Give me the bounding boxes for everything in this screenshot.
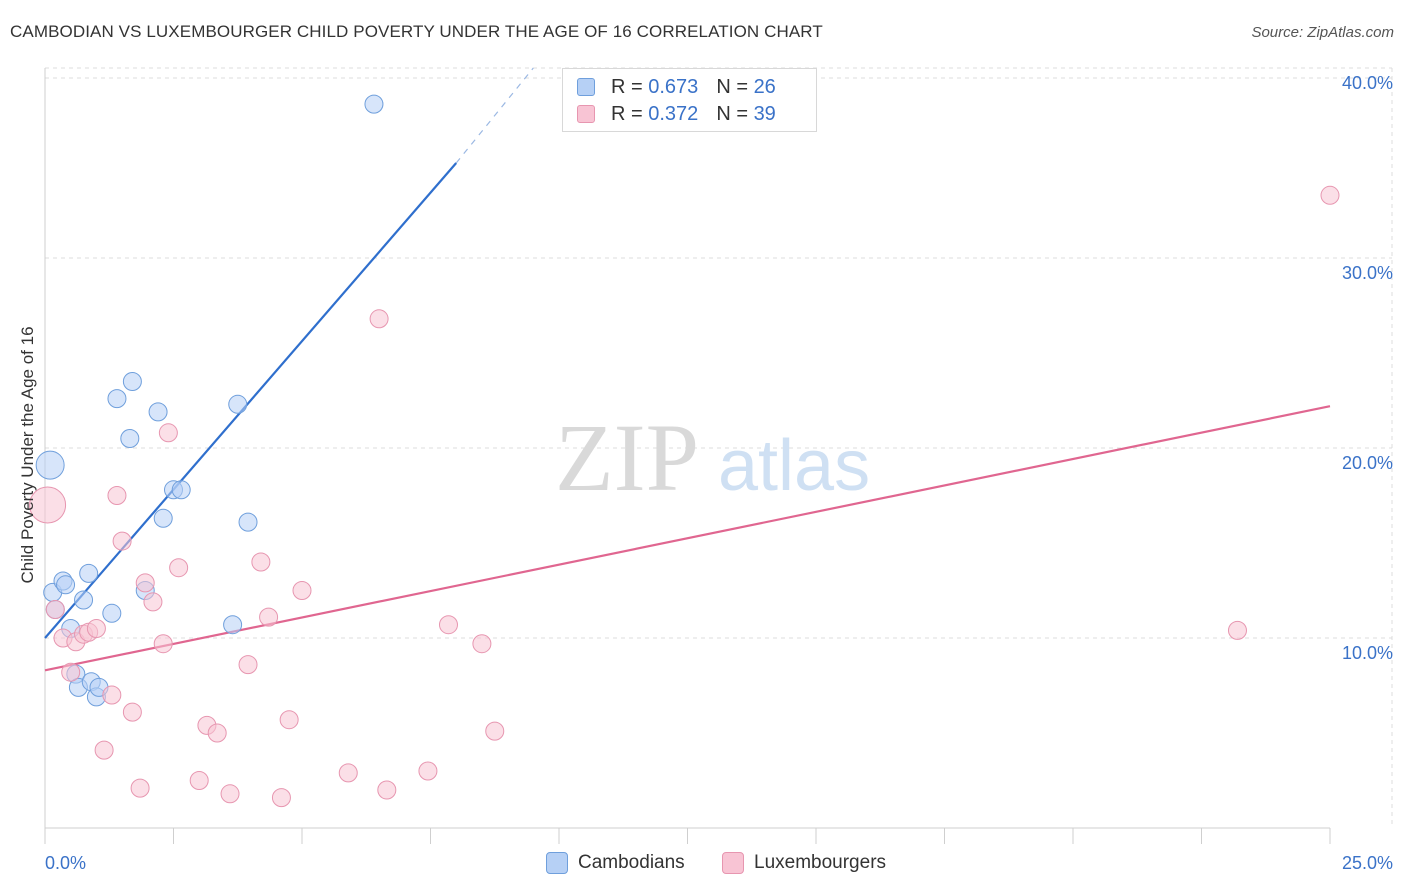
x-tick-label-min: 0.0% bbox=[45, 853, 86, 873]
r-value: 0.673 bbox=[648, 75, 699, 98]
r-value: 0.372 bbox=[648, 102, 699, 125]
cambodian-point bbox=[122, 372, 142, 391]
r-label: R = bbox=[611, 102, 643, 125]
luxembourger-point bbox=[485, 721, 505, 741]
n-value: 39 bbox=[753, 102, 776, 125]
cambodian-point bbox=[102, 603, 122, 623]
watermark-atlas: atlas bbox=[718, 426, 870, 506]
n-label: N = bbox=[716, 102, 748, 125]
legend-item-luxembourgers[interactable]: Luxembourgers bbox=[722, 852, 886, 874]
luxembourger-point bbox=[29, 486, 67, 524]
luxembourger-point bbox=[130, 778, 150, 798]
luxembourger-point bbox=[102, 685, 122, 705]
cambodian-point bbox=[120, 429, 140, 448]
x-tick-label-max: 25.0% bbox=[1342, 853, 1393, 873]
luxembourger-point bbox=[472, 634, 492, 654]
trend-lines bbox=[44, 67, 1331, 672]
luxembourgers-legend-swatch bbox=[722, 852, 744, 874]
luxembourger-point bbox=[251, 552, 271, 572]
cambodian-point bbox=[223, 615, 243, 635]
luxembourger-point bbox=[45, 600, 65, 619]
n-value: 26 bbox=[753, 75, 776, 98]
luxembourger-point bbox=[338, 763, 358, 783]
zipatlas-watermark: ZIP atlas bbox=[555, 404, 870, 511]
y-tick-label: 40.0% bbox=[1342, 73, 1393, 93]
axes bbox=[44, 68, 1331, 844]
cambodian-point bbox=[79, 563, 99, 583]
cambodians-swatch bbox=[577, 78, 595, 96]
luxembourger-point bbox=[369, 309, 389, 329]
luxembourger-point bbox=[135, 573, 155, 593]
luxembourgers-swatch bbox=[577, 105, 595, 123]
luxembourger-point bbox=[207, 723, 227, 743]
luxembourger-point bbox=[292, 581, 312, 600]
cambodian-point bbox=[171, 480, 191, 500]
luxembourger-point bbox=[418, 761, 438, 781]
stats-legend-row-cambodians: R = 0.673 N = 26 bbox=[577, 74, 776, 100]
luxembourger-point bbox=[189, 771, 209, 790]
luxembourger-point bbox=[1320, 185, 1340, 205]
cambodians-trend-extension bbox=[455, 67, 534, 164]
luxembourger-point bbox=[86, 619, 106, 638]
legend-label-cambodians: Cambodians bbox=[578, 852, 685, 873]
luxembourger-point bbox=[158, 423, 178, 443]
luxembourger-point bbox=[143, 592, 163, 612]
luxembourger-point bbox=[238, 655, 258, 675]
luxembourger-point bbox=[259, 607, 279, 627]
r-label: R = bbox=[611, 75, 643, 98]
cambodian-point bbox=[107, 389, 127, 409]
cambodian-point bbox=[153, 508, 173, 528]
n-label: N = bbox=[716, 75, 748, 98]
source-label: Source: ZipAtlas.com bbox=[1251, 24, 1394, 41]
legend-item-cambodians[interactable]: Cambodians bbox=[546, 852, 685, 874]
luxembourger-point bbox=[153, 634, 173, 654]
luxembourger-point bbox=[271, 788, 291, 808]
cambodian-point bbox=[74, 590, 94, 610]
luxembourger-point bbox=[112, 531, 132, 551]
watermark-zip: ZIP bbox=[555, 404, 699, 511]
luxembourger-point bbox=[438, 615, 458, 635]
luxembourger-point bbox=[220, 784, 240, 804]
cambodians-legend-swatch bbox=[546, 852, 568, 874]
luxembourger-point bbox=[377, 780, 397, 800]
cambodian-point bbox=[35, 450, 65, 480]
stats-legend: R = 0.673 N = 26 R = 0.372 N = 39 bbox=[562, 68, 817, 132]
cambodian-point bbox=[148, 402, 168, 422]
legend-label-luxembourgers: Luxembourgers bbox=[754, 852, 887, 873]
stats-legend-row-luxembourgers: R = 0.372 N = 39 bbox=[577, 101, 776, 127]
cambodian-point bbox=[228, 394, 248, 414]
luxembourger-point bbox=[94, 740, 114, 760]
y-tick-label: 10.0% bbox=[1342, 643, 1393, 663]
luxembourger-point bbox=[107, 486, 127, 505]
luxembourger-point bbox=[122, 702, 142, 722]
cambodians-trend-line bbox=[44, 162, 458, 639]
y-tick-label: 30.0% bbox=[1342, 263, 1393, 283]
cambodian-point bbox=[56, 575, 76, 595]
luxembourger-point bbox=[279, 710, 299, 730]
data-points bbox=[29, 94, 1340, 808]
luxembourgers-trend-line bbox=[44, 405, 1331, 672]
luxembourger-point bbox=[169, 558, 189, 578]
tick-labels: 10.0% 20.0% 30.0% 40.0% 0.0% 25.0% bbox=[45, 73, 1393, 873]
luxembourger-point bbox=[61, 662, 81, 682]
y-axis-label: Child Poverty Under the Age of 16 bbox=[18, 326, 37, 584]
cambodian-point bbox=[238, 512, 258, 532]
cambodian-point bbox=[364, 94, 384, 114]
chart-title: CAMBODIAN VS LUXEMBOURGER CHILD POVERTY … bbox=[10, 22, 823, 41]
y-tick-label: 20.0% bbox=[1342, 453, 1393, 473]
luxembourger-point bbox=[1227, 620, 1247, 640]
series-legend: Cambodians Luxembourgers bbox=[0, 852, 1406, 876]
